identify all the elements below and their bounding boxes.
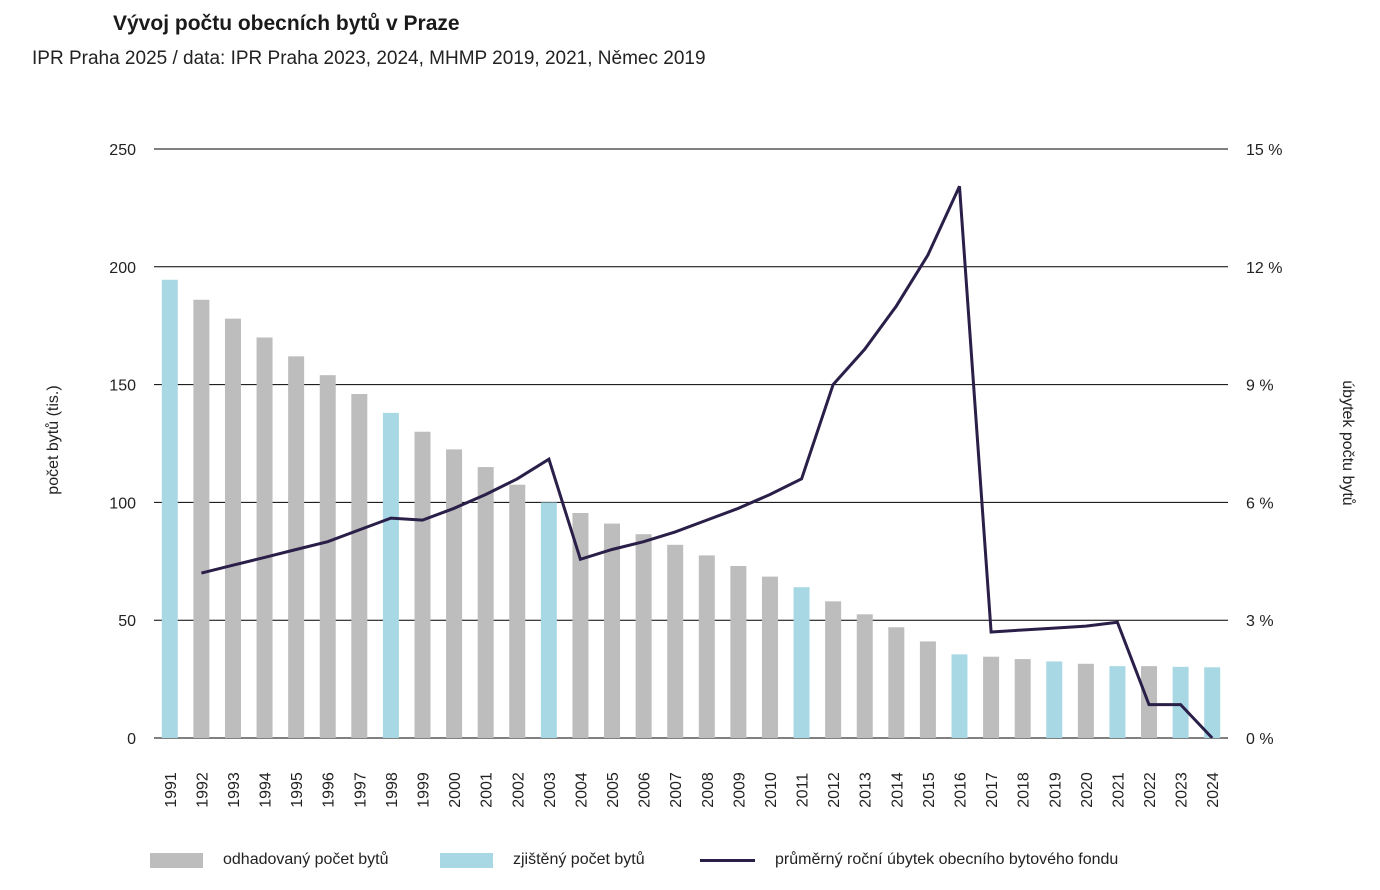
x-tick-label: 1993 <box>226 772 243 808</box>
x-tick-label: 1996 <box>321 772 338 808</box>
chart-subtitle: IPR Praha 2025 / data: IPR Praha 2023, 2… <box>32 48 706 69</box>
bar-estimated <box>572 513 589 738</box>
x-tick-label: 2012 <box>826 772 843 808</box>
x-tick-label: 1994 <box>258 772 275 808</box>
x-tick-label: 2014 <box>889 772 906 808</box>
legend: odhadovaný počet bytů zjištěný počet byt… <box>0 848 1380 874</box>
x-tick-label: 1997 <box>352 772 369 808</box>
bar-estimated <box>446 449 463 738</box>
y2-tick-label: 0 % <box>1246 731 1274 748</box>
legend-swatch-surveyed <box>440 852 493 868</box>
legend-label-decline: průměrný roční úbytek obecního bytového … <box>775 851 1119 868</box>
bar-estimated <box>761 576 778 738</box>
bar-estimated <box>224 318 241 738</box>
bar-estimated <box>509 484 526 738</box>
bar-estimated <box>351 394 368 738</box>
bar-surveyed <box>793 587 810 738</box>
x-tick-label: 2000 <box>447 772 464 808</box>
bar-estimated <box>856 614 873 738</box>
bar-estimated <box>983 656 1000 738</box>
bar-estimated <box>730 566 747 738</box>
y2-tick-label: 3 % <box>1246 613 1274 630</box>
x-tick-label: 2015 <box>921 772 938 808</box>
legend-label-surveyed: zjištěný počet bytů <box>513 851 645 868</box>
bar-surveyed <box>1204 667 1221 738</box>
legend-item-estimated: odhadovaný počet bytů <box>150 848 388 872</box>
x-tick-label: 2003 <box>542 772 559 808</box>
bar-surveyed <box>951 654 968 738</box>
chart: 0 50 100 150 200 250 0 % 3 % 6 % 9 % 12 % 15 % počet… <box>44 142 1357 808</box>
x-tick-label: 1991 <box>163 772 180 808</box>
bar-estimated <box>825 601 842 738</box>
bar-surveyed <box>1046 661 1063 738</box>
legend-swatch-estimated <box>150 852 203 868</box>
x-tick-label: 2021 <box>1110 772 1127 808</box>
x-tick-label: 2023 <box>1174 772 1191 808</box>
bar-estimated <box>288 356 305 738</box>
y-tick-label: 0 <box>127 731 136 748</box>
bar-estimated <box>1014 659 1031 738</box>
legend-swatch-decline <box>700 858 755 862</box>
x-tick-label: 2019 <box>1047 772 1064 808</box>
bar-estimated <box>256 337 273 738</box>
bar-estimated <box>477 467 494 738</box>
bar-estimated <box>635 534 652 738</box>
y-axis-label: počet bytů (tis.) <box>44 385 62 494</box>
bar-surveyed <box>1109 666 1126 738</box>
y-tick-label: 200 <box>109 260 136 277</box>
bar-estimated <box>919 641 936 738</box>
bar-estimated <box>888 627 905 738</box>
x-tick-label: 2009 <box>731 772 748 808</box>
x-tick-label: 2011 <box>795 773 812 808</box>
x-tick-label: 2016 <box>953 772 970 808</box>
x-tick-label: 2005 <box>605 772 622 808</box>
x-tick-label: 2017 <box>984 772 1001 808</box>
x-tick-label: 1995 <box>289 772 306 808</box>
x-tick-label: 2007 <box>668 772 685 808</box>
x-tick-label: 2018 <box>1016 772 1033 808</box>
x-tick-label: 2002 <box>510 772 527 808</box>
x-tick-label: 2022 <box>1142 772 1159 808</box>
y-tick-label: 150 <box>109 378 136 395</box>
y-tick-label: 250 <box>109 142 136 159</box>
y2-tick-label: 9 % <box>1246 378 1274 395</box>
y-tick-label: 50 <box>118 613 136 630</box>
legend-item-decline: průměrný roční úbytek obecního bytového … <box>700 848 1118 872</box>
bar-estimated <box>319 375 336 738</box>
x-tick-label: 2013 <box>858 772 875 808</box>
y-tick-label: 100 <box>109 495 136 512</box>
bar-estimated <box>604 523 621 738</box>
x-tick-label: 2020 <box>1079 772 1096 808</box>
x-tick-label: 1999 <box>416 772 433 808</box>
x-tick-label: 2008 <box>700 772 717 808</box>
bar-surveyed <box>382 412 399 738</box>
x-tick-label: 2001 <box>479 772 496 808</box>
y2-axis-label: úbytek počtu bytů <box>1339 380 1357 505</box>
x-tick-label: 2010 <box>763 772 780 808</box>
bar-estimated <box>193 299 210 738</box>
legend-label-estimated: odhadovaný počet bytů <box>223 851 389 868</box>
legend-item-surveyed: zjištěný počet bytů <box>440 848 645 872</box>
bar-estimated <box>1077 663 1094 738</box>
bar-estimated <box>698 555 715 738</box>
y2-tick-label: 12 % <box>1246 260 1282 277</box>
x-tick-label: 2024 <box>1205 772 1222 808</box>
bar-surveyed <box>540 502 557 738</box>
x-tick-label: 1992 <box>194 772 211 808</box>
x-tick-label: 2006 <box>637 772 654 808</box>
x-tick-label: 2004 <box>573 772 590 808</box>
bar-surveyed <box>1172 666 1189 738</box>
bar-estimated <box>414 431 431 738</box>
bar-estimated <box>667 544 684 738</box>
line-series-decline <box>201 185 1214 740</box>
bar-surveyed <box>161 279 178 738</box>
x-tick-label: 1998 <box>384 772 401 808</box>
chart-title: Vývoj počtu obecních bytů v Praze <box>113 12 460 35</box>
y2-tick-label: 15 % <box>1246 142 1282 159</box>
y2-tick-label: 6 % <box>1246 495 1274 512</box>
